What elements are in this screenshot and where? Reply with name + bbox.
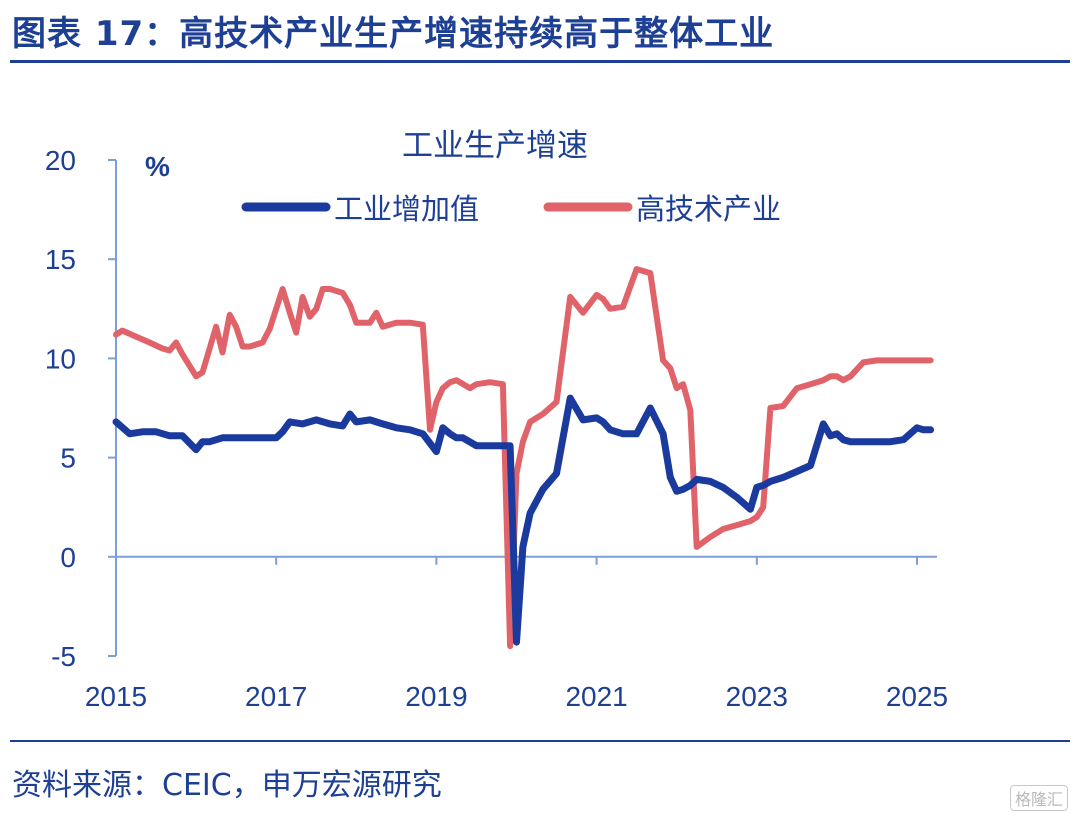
x-tick-label: 2019 xyxy=(405,681,467,712)
x-tick-label: 2025 xyxy=(886,681,948,712)
line-chart: -5 0 5 10 15 20 2015 2017 2019 2021 2023 2025 工业生产增… xyxy=(45,128,948,712)
series-line-hightech xyxy=(113,266,934,650)
watermark: 格隆汇 xyxy=(1009,785,1068,811)
chart-title: 工业生产增速 xyxy=(402,128,588,164)
y-tick-label: 15 xyxy=(45,244,76,275)
footer-rule xyxy=(10,740,1070,742)
legend-label-industrial: 工业增加值 xyxy=(334,192,479,226)
x-tick-label: 2023 xyxy=(726,681,788,712)
title-rule xyxy=(10,60,1070,63)
y-tick-label: 20 xyxy=(45,145,76,176)
x-tick-label: 2017 xyxy=(245,681,307,712)
series-line-industrial xyxy=(112,394,935,646)
legend-label-hightech: 高技术产业 xyxy=(636,192,781,226)
chart-lines xyxy=(112,266,935,650)
y-unit-label: % xyxy=(145,151,170,182)
y-tick-label: 0 xyxy=(60,542,76,573)
chart-axes: -5 0 5 10 15 20 2015 2017 2019 2021 2023 2025 xyxy=(45,145,948,712)
x-tick-label: 2021 xyxy=(565,681,627,712)
source-note: 资料来源：CEIC，申万宏源研究 xyxy=(12,768,442,803)
chart-legend: 工业增加值 高技术产业 xyxy=(241,192,781,226)
y-tick-label: 10 xyxy=(45,343,76,374)
y-tick-label: -5 xyxy=(51,641,76,672)
x-tick-label: 2015 xyxy=(85,681,147,712)
figure-title: 图表 17：高技术产业生产增速持续高于整体工业 xyxy=(12,14,775,54)
y-tick-label: 5 xyxy=(60,443,76,474)
